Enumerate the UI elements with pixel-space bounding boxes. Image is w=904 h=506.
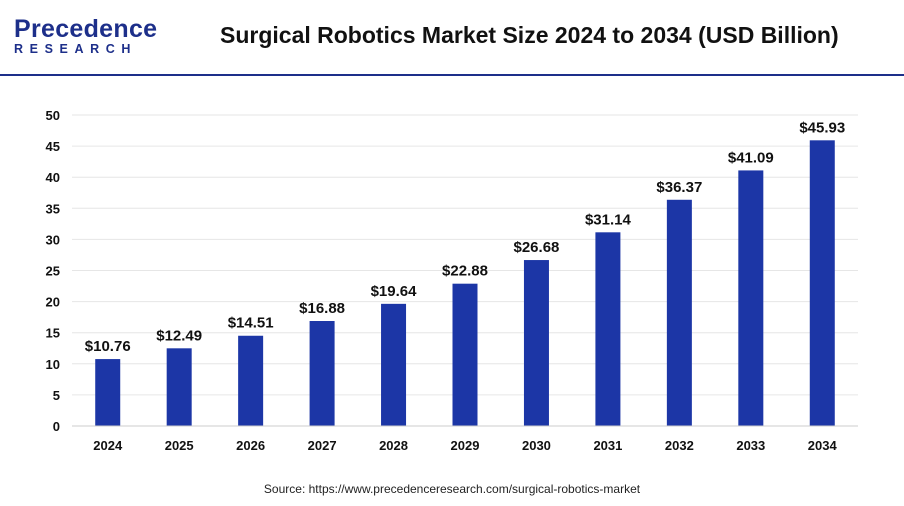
bar-2025 <box>166 348 192 426</box>
x-tick-label-2032: 2032 <box>665 438 694 453</box>
x-tick-label-2027: 2027 <box>308 438 337 453</box>
y-axis-ticks: 0 5 10 15 20 25 30 35 40 45 50 <box>46 108 60 434</box>
data-label-2031: $31.14 <box>585 211 632 228</box>
x-tick-label-2030: 2030 <box>522 438 551 453</box>
y-tick-label: 45 <box>46 139 60 154</box>
x-tick-label-2033: 2033 <box>736 438 765 453</box>
y-tick-label: 35 <box>46 201 60 216</box>
y-tick-label: 25 <box>46 264 60 279</box>
header: Precedence RESEARCH Surgical Robotics Ma… <box>0 0 904 74</box>
data-labels: $10.76 $12.49 $14.51 $16.88 $19.64 $22.88 $26.… <box>85 119 845 355</box>
data-label-2033: $41.09 <box>728 149 774 166</box>
bar-2033 <box>738 170 764 426</box>
y-tick-label: 10 <box>46 357 60 372</box>
bar-2030 <box>523 260 549 426</box>
y-tick-label: 5 <box>53 388 60 403</box>
source-note: Source: https://www.precedenceresearch.c… <box>263 482 641 496</box>
data-label-2030: $26.68 <box>514 239 560 256</box>
x-tick-label-2024: 2024 <box>93 438 123 453</box>
data-label-2032: $36.37 <box>656 179 702 196</box>
y-tick-label: 50 <box>46 108 60 123</box>
bar-2028 <box>381 303 407 426</box>
x-tick-label-2034: 2034 <box>808 438 838 453</box>
x-tick-label-2029: 2029 <box>451 438 480 453</box>
data-label-2028: $19.64 <box>371 283 418 300</box>
chart-title: Surgical Robotics Market Size 2024 to 20… <box>220 22 839 48</box>
data-label-2025: $12.49 <box>156 327 202 344</box>
data-label-2024: $10.76 <box>85 338 131 355</box>
bars <box>95 140 835 426</box>
bar-2024 <box>95 359 121 426</box>
logo-subtitle: RESEARCH <box>14 42 137 56</box>
bar-2027 <box>309 321 335 426</box>
y-tick-label: 30 <box>46 232 60 247</box>
y-tick-label: 20 <box>46 295 60 310</box>
y-tick-label: 40 <box>46 170 60 185</box>
bar-2034 <box>809 140 835 426</box>
precedence-research-logo: Precedence RESEARCH <box>14 16 157 56</box>
x-axis-ticks: 2024 2025 2026 2027 2028 2029 2030 2031 2032 2033… <box>93 438 837 453</box>
bar-2026 <box>238 335 264 426</box>
bar-2029 <box>452 283 478 426</box>
data-label-2029: $22.88 <box>442 263 488 280</box>
y-tick-label: 0 <box>53 419 60 434</box>
header-divider <box>0 74 904 76</box>
bar-2032 <box>666 199 692 426</box>
x-tick-label-2028: 2028 <box>379 438 408 453</box>
data-label-2027: $16.88 <box>299 300 345 317</box>
x-tick-label-2025: 2025 <box>165 438 194 453</box>
data-label-2034: $45.93 <box>799 119 845 136</box>
y-tick-label: 15 <box>46 326 60 341</box>
data-label-2026: $14.51 <box>228 315 274 332</box>
bar-2031 <box>595 232 621 426</box>
x-tick-label-2031: 2031 <box>593 438 622 453</box>
grid-lines <box>72 114 858 396</box>
logo-wordmark: Precedence <box>14 15 158 43</box>
x-tick-label-2026: 2026 <box>236 438 265 453</box>
